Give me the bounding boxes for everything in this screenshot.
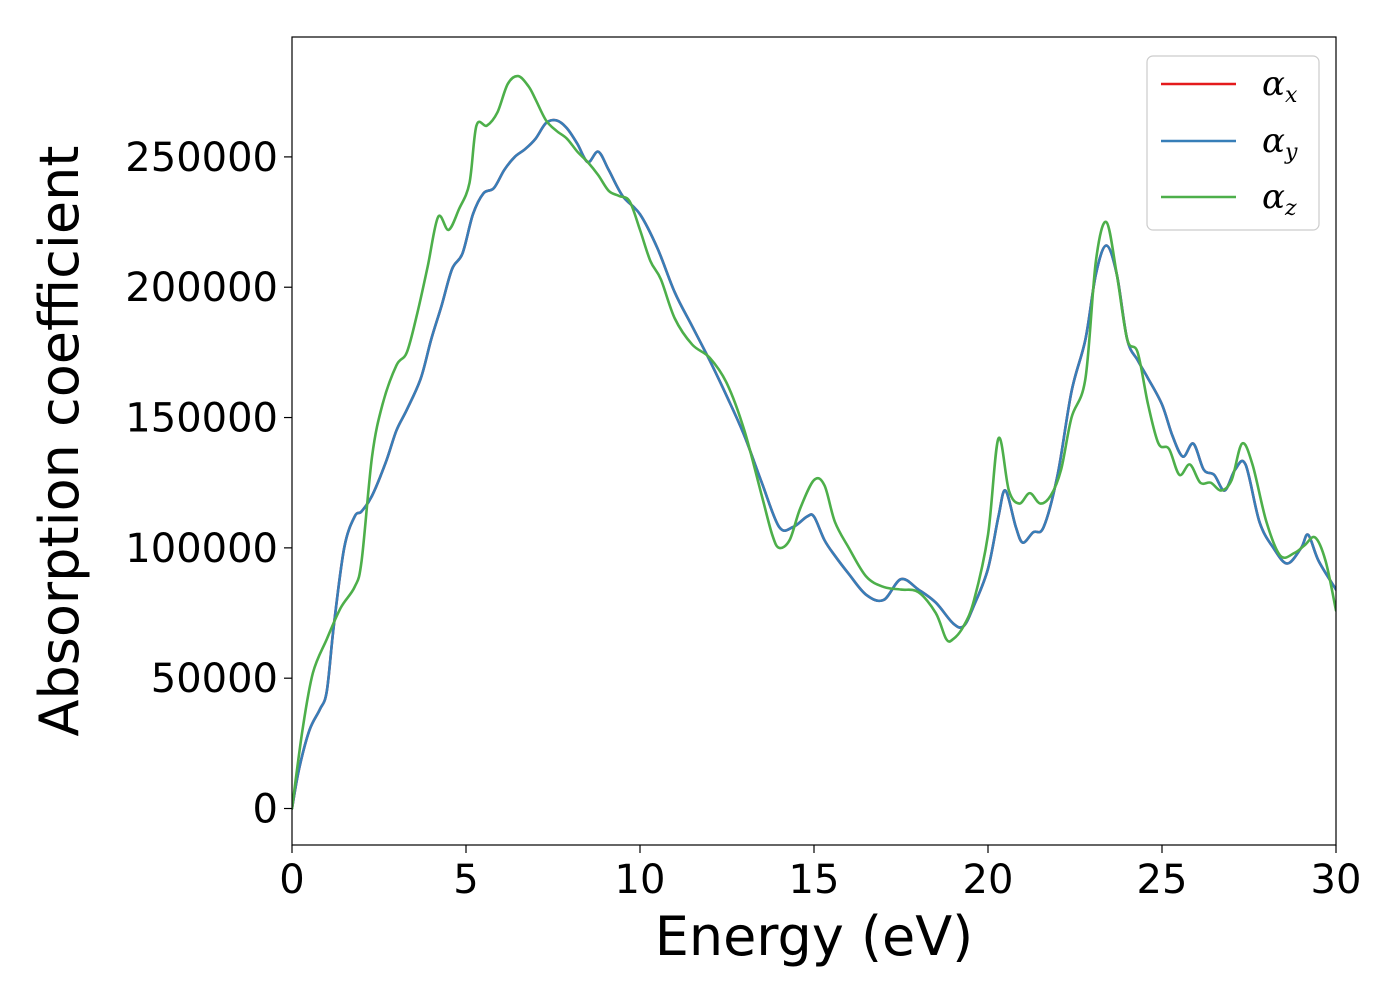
x-axis-title: Energy (eV)	[655, 905, 974, 968]
x-tick-label: 15	[789, 857, 840, 903]
x-tick-label: 0	[279, 857, 304, 903]
y-tick-label: 0	[253, 787, 278, 833]
y-tick-label: 150000	[125, 396, 278, 442]
legend-label-alpha-x: αx	[1262, 64, 1298, 108]
y-tick-label: 250000	[125, 135, 278, 181]
series-layer	[292, 74, 1336, 810]
x-tick-label: 25	[1137, 857, 1188, 903]
y-tick-label: 100000	[125, 526, 278, 572]
series-line-alpha-z	[292, 74, 1336, 810]
series-line-alpha-y	[292, 118, 1336, 810]
y-tick-label: 50000	[151, 656, 278, 702]
x-tick-label: 10	[615, 857, 666, 903]
legend-label-alpha-z: αz	[1262, 177, 1297, 221]
legend-label-alpha-y: αy	[1262, 121, 1298, 165]
x-tick-label: 20	[963, 857, 1014, 903]
y-axis-title: Absorption coefficient	[28, 146, 91, 737]
x-tick-label: 5	[453, 857, 478, 903]
legend-box	[1146, 55, 1320, 231]
ticks-layer: 0 5 10 15 20 25 30 0 50000 100000 150000 200000 2500…	[125, 135, 1361, 903]
legend: αx αy αz	[1146, 55, 1320, 231]
y-tick-label: 200000	[125, 265, 278, 311]
x-tick-label: 30	[1311, 857, 1362, 903]
